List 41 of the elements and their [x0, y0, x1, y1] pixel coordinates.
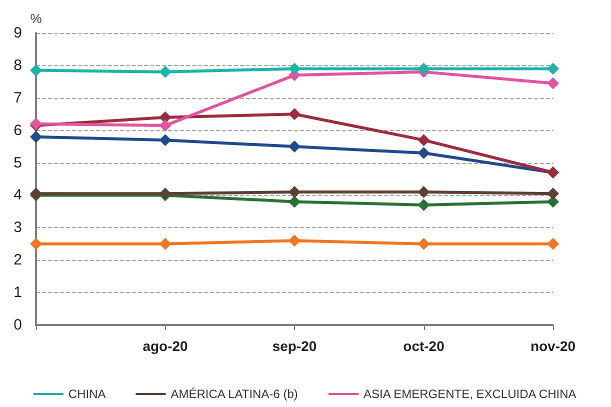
y-tick-label: 5	[14, 154, 22, 172]
point	[288, 62, 300, 75]
x-tick-label: oct-20	[403, 338, 445, 354]
point	[547, 62, 559, 75]
point	[418, 186, 430, 198]
y-tick-label: 8	[14, 56, 22, 74]
y-tick-label: 4	[14, 186, 22, 204]
point	[288, 140, 300, 153]
point	[30, 64, 42, 76]
point	[547, 188, 559, 200]
legend-label: ASIA EMERGENTE, EXCLUIDA CHINA	[364, 387, 576, 401]
legend-label: CHINA	[68, 387, 106, 401]
y-tick-label: 2	[14, 252, 22, 269]
x-tick-label: sep-20	[272, 338, 317, 354]
point	[159, 66, 172, 78]
point	[288, 196, 300, 208]
x-tick-label: ago-20	[142, 338, 188, 354]
point	[288, 186, 300, 198]
point	[418, 62, 430, 75]
point	[288, 234, 300, 247]
y-tick-label: 6	[14, 122, 22, 139]
x-tick-label: nov-20	[530, 338, 576, 354]
point	[159, 134, 172, 146]
point	[547, 238, 559, 250]
point	[159, 238, 172, 250]
point	[30, 130, 42, 143]
point	[30, 238, 42, 250]
y-tick-label: 3	[14, 219, 22, 236]
y-tick-label: 9	[14, 24, 22, 42]
point	[418, 238, 430, 250]
point	[418, 134, 430, 146]
legend-label: AMÉRICA LATINA-6 (b)	[170, 387, 298, 401]
point	[418, 198, 430, 211]
y-tick-label: 1	[14, 284, 22, 302]
y-tick-label: 0	[14, 316, 22, 334]
point	[418, 147, 430, 160]
point	[159, 119, 172, 132]
y-axis-title: %	[30, 11, 42, 26]
point	[547, 77, 559, 90]
point	[288, 108, 300, 120]
y-tick-label: 7	[14, 89, 22, 106]
